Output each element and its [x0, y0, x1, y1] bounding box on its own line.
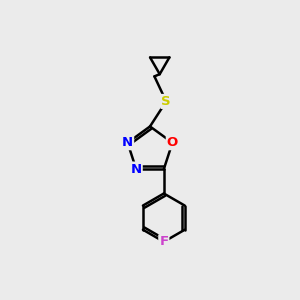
- Text: O: O: [167, 136, 178, 149]
- Text: N: N: [122, 136, 133, 149]
- Text: S: S: [161, 95, 171, 108]
- Text: N: N: [130, 163, 142, 176]
- Text: F: F: [159, 235, 168, 248]
